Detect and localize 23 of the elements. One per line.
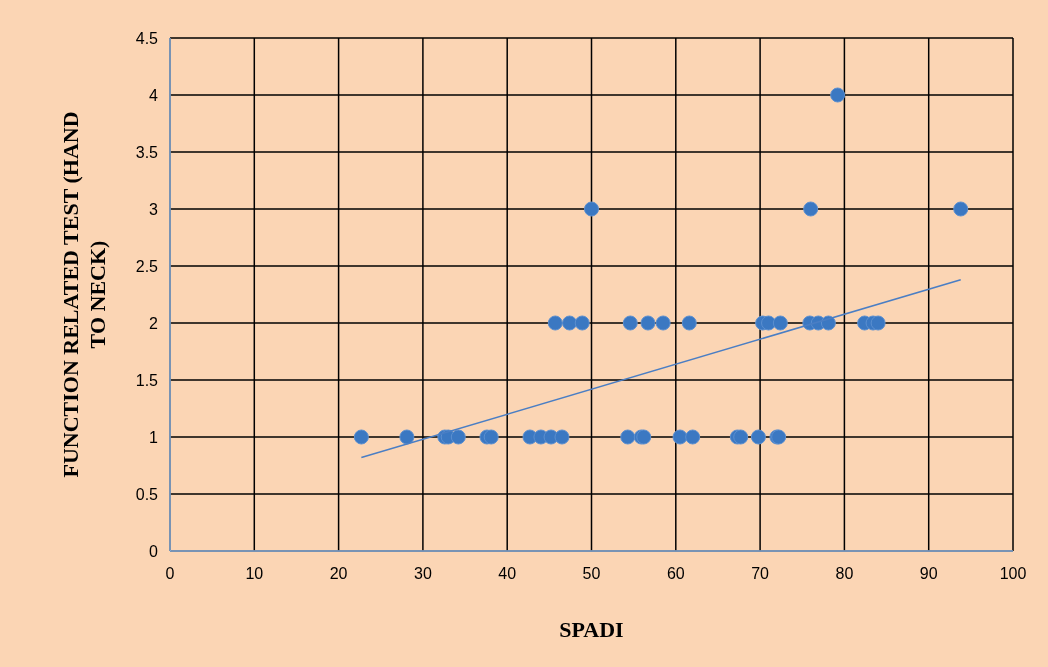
y-axis-title: FUNCTION RELATED TEST (HAND TO NECK)	[58, 111, 110, 478]
x-tick-label: 70	[751, 565, 770, 582]
y-tick-label: 2.5	[135, 257, 159, 275]
y-tick-label: 4.5	[135, 29, 159, 47]
x-tick-label: 90	[919, 565, 938, 582]
x-tick-label: 0	[165, 565, 175, 582]
x-tick-label: 10	[245, 565, 264, 582]
x-tick-label: 60	[666, 565, 685, 582]
x-tick-label: 20	[329, 565, 348, 582]
x-tick-label: 30	[414, 565, 432, 582]
x-tick-label: 40	[498, 565, 517, 582]
x-tick-label: 50	[582, 565, 601, 582]
x-axis-title: SPADI	[559, 617, 624, 642]
x-tick-label: 80	[835, 565, 854, 582]
y-tick-label: 0	[149, 542, 159, 560]
x-tick-label: 100	[999, 565, 1027, 582]
y-tick-label: 1.5	[135, 371, 159, 389]
y-tick-label: 2	[149, 314, 159, 332]
y-tick-label: 4	[149, 86, 159, 104]
y-tick-label: 3.5	[135, 143, 159, 161]
y-tick-label: 3	[149, 200, 159, 218]
y-tick-label: 1	[149, 428, 159, 446]
y-tick-label: 0.5	[135, 485, 159, 503]
